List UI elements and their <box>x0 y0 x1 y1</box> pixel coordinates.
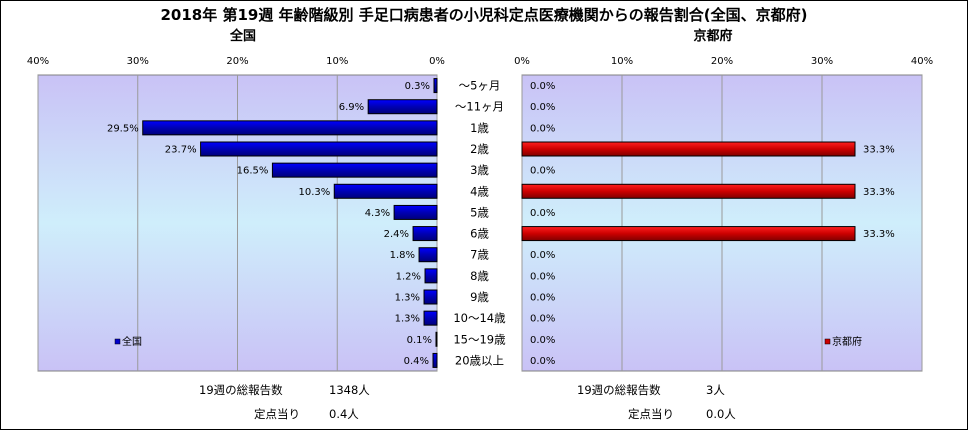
category-label: 6歳 <box>470 227 489 241</box>
value-label-kyoto: 33.3% <box>863 187 895 198</box>
category-label: 5歳 <box>470 205 489 219</box>
legend-swatch-kyoto <box>824 338 831 345</box>
bar-national <box>424 268 438 284</box>
category-label: 7歳 <box>470 248 489 262</box>
value-label-kyoto: 0.0% <box>530 293 555 304</box>
value-label-national: 16.5% <box>237 166 269 177</box>
bar-national <box>423 289 438 305</box>
value-label-national: 0.3% <box>405 81 430 92</box>
value-label-kyoto: 0.0% <box>530 166 555 177</box>
kyoto-per-value: 0.0人 <box>706 407 736 421</box>
bar-national <box>367 99 438 115</box>
bar-kyoto <box>521 183 856 199</box>
category-label: 1歳 <box>470 121 489 135</box>
value-label-kyoto: 33.3% <box>863 229 895 240</box>
legend-label-kyoto: 京都府 <box>832 335 862 348</box>
bar-national <box>333 183 438 199</box>
national-per-label: 定点当り <box>254 407 300 421</box>
left-tick-label: 30% <box>127 56 149 67</box>
bar-national <box>432 352 438 368</box>
value-label-national: 0.1% <box>407 335 432 346</box>
category-label: 〜11ヶ月 <box>455 100 504 114</box>
value-label-national: 1.8% <box>390 250 415 261</box>
category-label: 2歳 <box>470 142 489 156</box>
bar-national <box>142 120 438 136</box>
value-label-national: 1.3% <box>395 314 420 325</box>
value-label-kyoto: 0.0% <box>530 335 555 346</box>
category-label: 20歳以上 <box>455 353 504 367</box>
left-panel-title: 全国 <box>229 28 256 44</box>
value-label-national: 10.3% <box>298 187 330 198</box>
left-tick-label: 20% <box>226 56 248 67</box>
category-label: 15〜19歳 <box>453 332 506 346</box>
bar-national <box>418 247 438 263</box>
value-label-national: 0.4% <box>404 356 429 367</box>
left-tick-label: 0% <box>429 56 445 67</box>
national-total-label: 19週の総報告数 <box>199 383 283 397</box>
value-label-kyoto: 0.0% <box>530 208 555 219</box>
legend-label-national: 全国 <box>122 335 142 348</box>
bar-kyoto <box>521 141 856 157</box>
category-label: 8歳 <box>470 269 489 283</box>
bar-national <box>200 141 438 157</box>
right-tick-label: 0% <box>514 56 530 67</box>
value-label-kyoto: 0.0% <box>530 81 555 92</box>
bar-national <box>412 226 438 242</box>
national-total-value: 1348人 <box>329 383 370 397</box>
left-tick-label: 40% <box>27 56 49 67</box>
left-axis-ticks: 40% 30% 20% 10% 0% <box>27 56 445 67</box>
value-label-kyoto: 0.0% <box>530 356 555 367</box>
right-bars: 0.0% 0.0% 0.0% 33.3% 0.0% 33.3% 0.0% 33.3% 0.0% 0… <box>521 81 895 367</box>
right-gridlines <box>521 75 923 371</box>
bar-kyoto <box>521 226 856 242</box>
value-label-kyoto: 0.0% <box>530 102 555 113</box>
kyoto-total-value: 3人 <box>706 383 725 397</box>
right-tick-label: 40% <box>911 56 933 67</box>
kyoto-total-label: 19週の総報告数 <box>577 383 661 397</box>
legend-swatch-national <box>114 338 121 345</box>
value-label-kyoto: 0.0% <box>530 250 555 261</box>
value-label-kyoto: 0.0% <box>530 314 555 325</box>
value-label-national: 29.5% <box>107 123 139 134</box>
category-label: 4歳 <box>470 184 489 198</box>
right-panel-title: 京都府 <box>693 28 732 44</box>
category-label: 3歳 <box>470 163 489 177</box>
bar-national <box>435 331 438 347</box>
category-label: 〜5ヶ月 <box>459 79 501 93</box>
category-labels: 〜5ヶ月〜11ヶ月 1歳 2歳 3歳 4歳 5歳 6歳 7歳 8歳 9歳 10〜14歳 15〜19歳 2… <box>453 79 506 368</box>
chart-title: 2018年 第19週 年齢階級別 手足口病患者の小児科定点医療機関からの報告割合… <box>160 6 807 24</box>
left-bars: 0.3% 6.9% 29.5% 23.7% 16.5% 10.3% 4.3% 2.4% 1.8%… <box>107 78 438 368</box>
value-label-national: 4.3% <box>365 208 390 219</box>
value-label-national: 6.9% <box>339 102 364 113</box>
bar-national <box>393 204 438 220</box>
category-label: 10〜14歳 <box>453 311 506 325</box>
kyoto-per-label: 定点当り <box>628 407 674 421</box>
value-label-national: 2.4% <box>384 229 409 240</box>
bar-national <box>423 310 438 326</box>
bar-national <box>271 162 438 178</box>
value-label-kyoto: 0.0% <box>530 271 555 282</box>
value-label-kyoto: 0.0% <box>530 123 555 134</box>
value-label-national: 1.3% <box>395 293 420 304</box>
national-per-value: 0.4人 <box>329 407 359 421</box>
value-label-national: 23.7% <box>165 145 197 156</box>
left-tick-label: 10% <box>326 56 348 67</box>
category-label: 9歳 <box>470 290 489 304</box>
right-tick-label: 20% <box>711 56 733 67</box>
value-label-kyoto: 33.3% <box>863 145 895 156</box>
right-axis-ticks: 0% 10% 20% 30% 40% <box>514 56 933 67</box>
bar-national <box>433 78 438 94</box>
right-tick-label: 30% <box>811 56 833 67</box>
value-label-national: 1.2% <box>396 271 421 282</box>
right-tick-label: 10% <box>611 56 633 67</box>
